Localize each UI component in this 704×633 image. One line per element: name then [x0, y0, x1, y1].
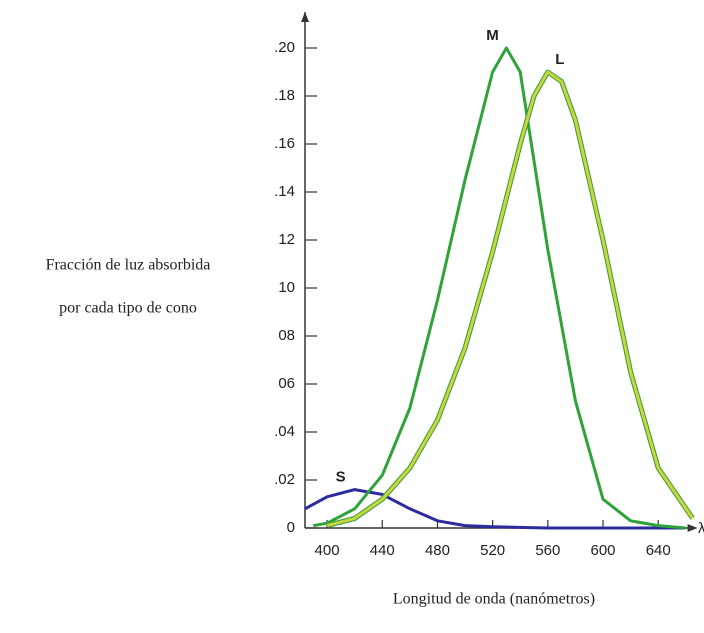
- x-tick-label: 400: [315, 542, 340, 559]
- x-tick-label: 600: [591, 542, 616, 559]
- y-tick-label: .20: [274, 39, 295, 56]
- y-tick-label: .04: [274, 423, 295, 440]
- x-tick-label: 440: [370, 542, 395, 559]
- series-line: [304, 488, 686, 530]
- y-tick-label: .14: [274, 183, 295, 200]
- y-tick-label: .18: [274, 87, 295, 104]
- x-axis-symbol: λ: [698, 520, 704, 537]
- y-tick-label: 08: [278, 327, 295, 344]
- y-tick-label: 06: [278, 375, 295, 392]
- y-axis-arrow: [301, 12, 309, 22]
- series-label: L: [555, 51, 564, 68]
- y-tick-label: .16: [274, 135, 295, 152]
- y-tick-label: 12: [278, 231, 295, 248]
- series-label: M: [486, 27, 499, 44]
- x-tick-label: 520: [480, 542, 505, 559]
- series-line: [313, 46, 686, 530]
- x-tick-label: 480: [425, 542, 450, 559]
- y-title: Fracción de luz absorbida: [46, 257, 211, 274]
- series-line: [326, 70, 694, 528]
- y-tick-label: 10: [278, 279, 295, 296]
- x-tick-label: 640: [646, 542, 671, 559]
- x-axis-arrow: [687, 524, 698, 532]
- y-tick-label: .02: [274, 471, 295, 488]
- series-label: S: [336, 469, 346, 486]
- series-outline: [326, 69, 695, 529]
- y-tick-label: 0: [287, 519, 295, 536]
- x-tick-label: 560: [535, 542, 560, 559]
- y-title: por cada tipo de cono: [59, 300, 197, 317]
- x-title: Longitud de onda (nanómetros): [393, 591, 595, 608]
